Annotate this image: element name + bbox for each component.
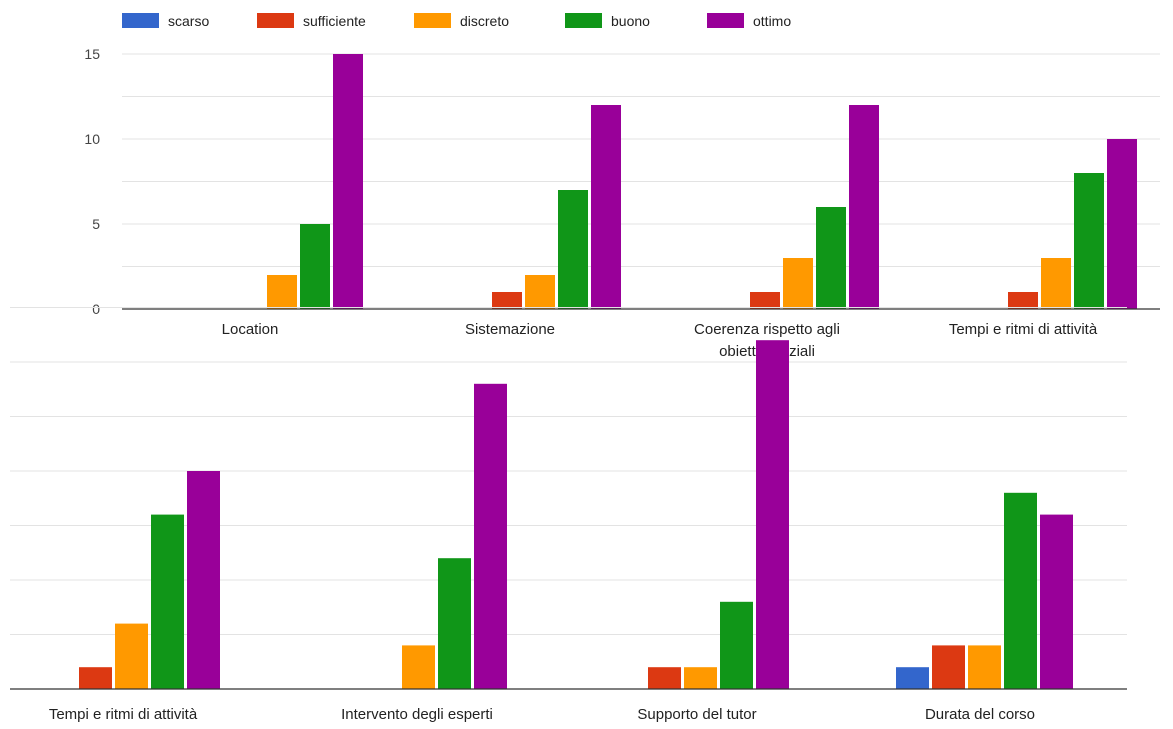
bar-buono bbox=[720, 601, 753, 689]
legend-label-sufficiente: sufficiente bbox=[303, 13, 366, 29]
y-tick-label: 5 bbox=[92, 216, 100, 232]
bar-sufficiente bbox=[492, 292, 522, 309]
legend-swatch-scarso bbox=[122, 13, 159, 28]
bar-buono bbox=[558, 190, 588, 309]
bar-ottimo bbox=[849, 105, 879, 309]
bar-buono bbox=[816, 207, 846, 309]
bar-ottimo bbox=[756, 340, 789, 689]
bar-discreto bbox=[115, 623, 148, 689]
bar-buono bbox=[1004, 492, 1037, 689]
bar-ottimo bbox=[187, 471, 220, 689]
x-category-label: Supporto del tutor bbox=[637, 706, 756, 723]
y-tick-label: 10 bbox=[84, 131, 100, 147]
bar-sufficiente bbox=[79, 667, 112, 689]
legend-label-scarso: scarso bbox=[168, 13, 209, 29]
x-category-label: Durata del corso bbox=[925, 706, 1035, 723]
bar-buono bbox=[151, 514, 184, 689]
bar-sufficiente bbox=[648, 667, 681, 689]
bar-discreto bbox=[1041, 258, 1071, 309]
bar-ottimo bbox=[333, 54, 363, 309]
legend-label-buono: buono bbox=[611, 13, 650, 29]
legend-swatch-ottimo bbox=[707, 13, 744, 28]
bar-ottimo bbox=[1107, 139, 1137, 309]
y-tick-label: 0 bbox=[92, 301, 100, 317]
bar-buono bbox=[300, 224, 330, 309]
legend-swatch-discreto bbox=[414, 13, 451, 28]
bar-discreto bbox=[783, 258, 813, 309]
x-category-label: Tempi e ritmi di attività bbox=[49, 706, 198, 723]
y-tick-label: 15 bbox=[84, 46, 100, 62]
x-category-label: Intervento degli esperti bbox=[341, 706, 493, 723]
bar-sufficiente bbox=[932, 645, 965, 689]
bar-ottimo bbox=[474, 383, 507, 689]
bar-sufficiente bbox=[1008, 292, 1038, 309]
bar-discreto bbox=[968, 645, 1001, 689]
legend-label-discreto: discreto bbox=[460, 13, 509, 29]
legend-swatch-sufficiente bbox=[257, 13, 294, 28]
bottom-bar-chart: Tempi e ritmi di attività Intervento degl… bbox=[10, 307, 1127, 723]
bar-buono bbox=[438, 558, 471, 689]
bar-discreto bbox=[402, 645, 435, 689]
bar-ottimo bbox=[1040, 514, 1073, 689]
chart-legend: scarso sufficiente discreto buono ottimo bbox=[122, 13, 791, 29]
bar-scarso bbox=[896, 667, 929, 689]
bar-ottimo bbox=[591, 105, 621, 309]
legend-swatch-buono bbox=[565, 13, 602, 28]
bar-sufficiente bbox=[750, 292, 780, 309]
legend-label-ottimo: ottimo bbox=[753, 13, 791, 29]
bar-discreto bbox=[684, 667, 717, 689]
x-category-label: Tempi e ritmi di attività bbox=[949, 321, 1098, 338]
bar-discreto bbox=[525, 275, 555, 309]
bar-buono bbox=[1074, 173, 1104, 309]
bar-discreto bbox=[267, 275, 297, 309]
x-category-label: Sistemazione bbox=[465, 321, 555, 338]
x-category-label: Location bbox=[222, 321, 279, 338]
